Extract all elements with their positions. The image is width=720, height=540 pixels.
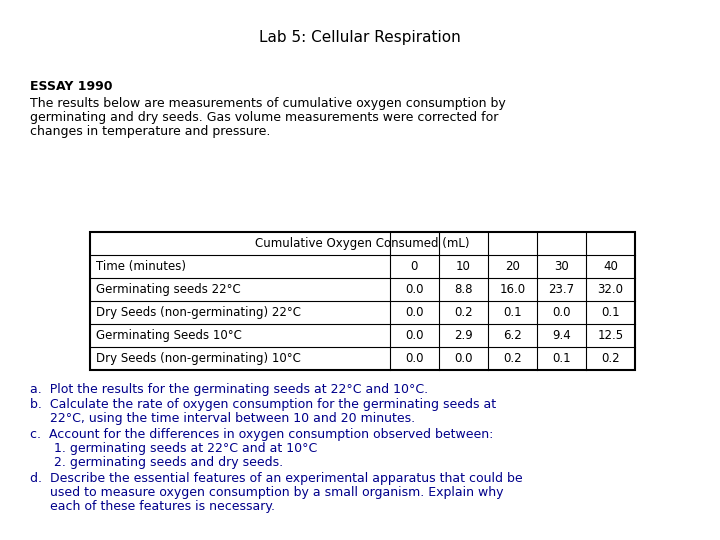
Text: 0.0: 0.0	[405, 329, 423, 342]
Text: 0.0: 0.0	[454, 352, 472, 365]
Text: ESSAY 1990: ESSAY 1990	[30, 80, 112, 93]
Text: 2.9: 2.9	[454, 329, 473, 342]
Text: used to measure oxygen consumption by a small organism. Explain why: used to measure oxygen consumption by a …	[30, 486, 503, 499]
Text: Dry Seeds (non-germinating) 22°C: Dry Seeds (non-germinating) 22°C	[96, 306, 301, 319]
Text: 0.0: 0.0	[405, 352, 423, 365]
Text: 9.4: 9.4	[552, 329, 571, 342]
Text: 0.0: 0.0	[405, 283, 423, 296]
Text: Time (minutes): Time (minutes)	[96, 260, 186, 273]
Text: 12.5: 12.5	[598, 329, 624, 342]
Text: d.  Describe the essential features of an experimental apparatus that could be: d. Describe the essential features of an…	[30, 472, 523, 485]
Text: 0.0: 0.0	[405, 306, 423, 319]
Text: a.  Plot the results for the germinating seeds at 22°C and 10°C.: a. Plot the results for the germinating …	[30, 383, 428, 396]
Text: 0: 0	[410, 260, 418, 273]
Text: c.  Account for the differences in oxygen consumption observed between:: c. Account for the differences in oxygen…	[30, 428, 493, 441]
Text: The results below are measurements of cumulative oxygen consumption by: The results below are measurements of cu…	[30, 97, 505, 110]
Text: 6.2: 6.2	[503, 329, 522, 342]
Text: 16.0: 16.0	[499, 283, 526, 296]
Text: Germinating Seeds 10°C: Germinating Seeds 10°C	[96, 329, 242, 342]
Text: 0.2: 0.2	[601, 352, 620, 365]
Text: 22°C, using the time interval between 10 and 20 minutes.: 22°C, using the time interval between 10…	[30, 412, 415, 425]
Text: each of these features is necessary.: each of these features is necessary.	[30, 500, 275, 513]
Text: germinating and dry seeds. Gas volume measurements were corrected for: germinating and dry seeds. Gas volume me…	[30, 111, 498, 124]
Text: 0.1: 0.1	[503, 306, 522, 319]
Text: 40: 40	[603, 260, 618, 273]
Text: 8.8: 8.8	[454, 283, 472, 296]
Text: 0.2: 0.2	[454, 306, 472, 319]
Text: 32.0: 32.0	[598, 283, 624, 296]
Text: 0.0: 0.0	[552, 306, 571, 319]
Text: 0.1: 0.1	[552, 352, 571, 365]
Text: 23.7: 23.7	[549, 283, 575, 296]
Text: Germinating seeds 22°C: Germinating seeds 22°C	[96, 283, 240, 296]
Text: 10: 10	[456, 260, 471, 273]
Text: b.  Calculate the rate of oxygen consumption for the germinating seeds at: b. Calculate the rate of oxygen consumpt…	[30, 398, 496, 411]
Text: Lab 5: Cellular Respiration: Lab 5: Cellular Respiration	[259, 30, 461, 45]
Text: 0.2: 0.2	[503, 352, 522, 365]
Text: 0.1: 0.1	[601, 306, 620, 319]
Text: Dry Seeds (non-germinating) 10°C: Dry Seeds (non-germinating) 10°C	[96, 352, 301, 365]
Text: 30: 30	[554, 260, 569, 273]
Text: changes in temperature and pressure.: changes in temperature and pressure.	[30, 125, 271, 138]
Text: 2. germinating seeds and dry seeds.: 2. germinating seeds and dry seeds.	[30, 456, 283, 469]
Text: Cumulative Oxygen Consumed (mL): Cumulative Oxygen Consumed (mL)	[256, 237, 469, 250]
Text: 20: 20	[505, 260, 520, 273]
Text: 1. germinating seeds at 22°C and at 10°C: 1. germinating seeds at 22°C and at 10°C	[30, 442, 318, 455]
